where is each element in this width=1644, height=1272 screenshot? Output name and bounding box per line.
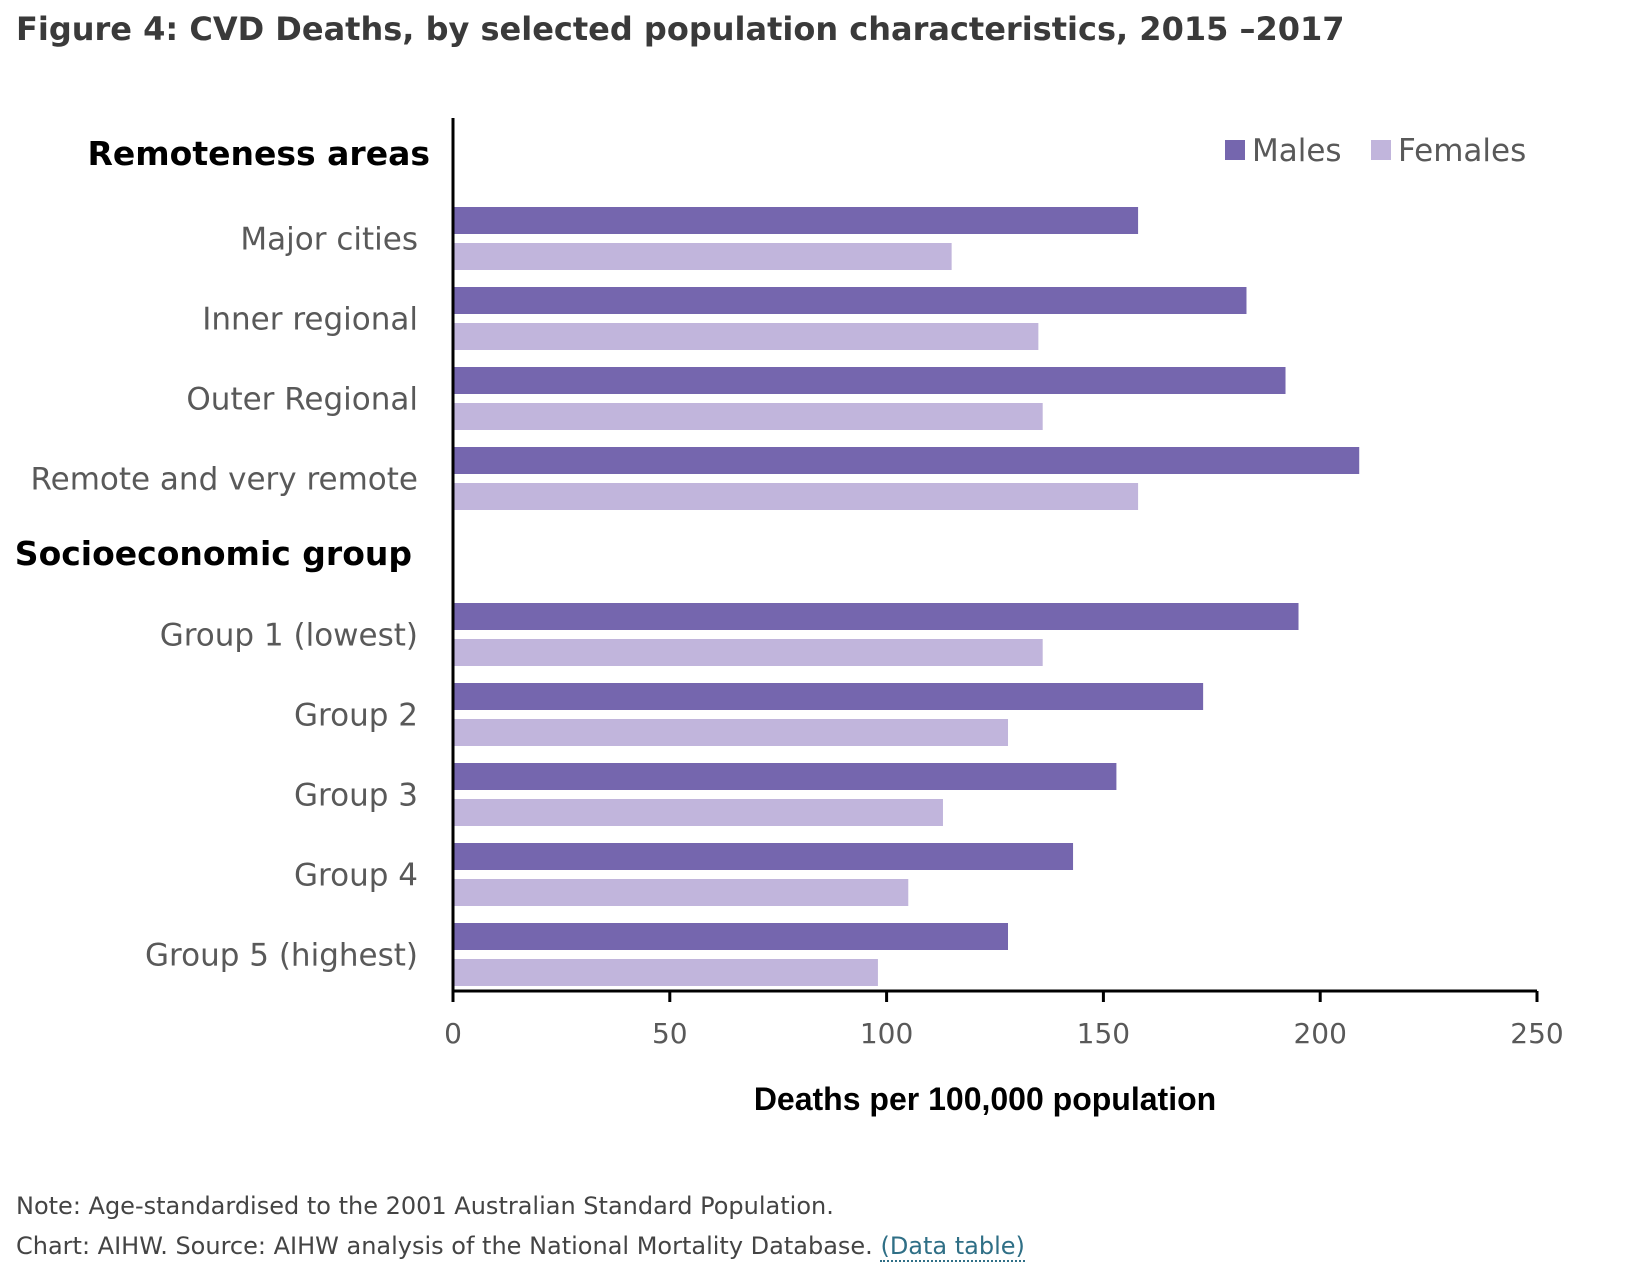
legend-swatch-females — [1371, 140, 1391, 160]
category-label: Remote and very remote — [30, 462, 418, 498]
bar-males-remote-and-very-remote — [453, 447, 1360, 474]
bar-females-outer-regional — [453, 403, 1043, 430]
category-label: Major cities — [240, 222, 418, 258]
bar-males-group-1-lowest — [453, 603, 1299, 630]
x-tick-label: 250 — [1510, 1017, 1563, 1050]
x-tick-label: 0 — [444, 1017, 462, 1050]
data-table-link[interactable]: (Data table) — [880, 1232, 1025, 1262]
bar-females-group-5-highest — [453, 959, 878, 986]
bar-males-inner-regional — [453, 287, 1247, 314]
bar-males-major-cities — [453, 207, 1139, 234]
source-text: Chart: AIHW. Source: AIHW analysis of th… — [16, 1232, 873, 1260]
bar-males-group-4 — [453, 843, 1074, 870]
chart-source: Chart: AIHW. Source: AIHW analysis of th… — [16, 1232, 1025, 1262]
legend-label-males: Males — [1252, 133, 1342, 169]
x-tick-label: 150 — [1077, 1017, 1130, 1050]
bar-males-group-5-highest — [453, 923, 1009, 950]
bar-females-major-cities — [453, 243, 952, 270]
category-label: Group 3 — [294, 778, 418, 814]
bar-males-outer-regional — [453, 367, 1286, 394]
category-label: Group 5 (highest) — [145, 938, 418, 974]
bar-females-group-2 — [453, 719, 1009, 746]
group-heading: Socioeconomic group — [15, 534, 412, 573]
category-label: Group 2 — [294, 698, 418, 734]
category-label: Inner regional — [202, 302, 418, 338]
bar-females-inner-regional — [453, 323, 1039, 350]
legend-label-females: Females — [1398, 133, 1526, 169]
bar-females-group-3 — [453, 799, 943, 826]
group-heading: Remoteness areas — [88, 134, 431, 173]
x-tick-label: 100 — [860, 1017, 913, 1050]
bar-females-group-4 — [453, 879, 909, 906]
x-tick-label: 50 — [652, 1017, 688, 1050]
category-label: Outer Regional — [186, 382, 418, 418]
bar-males-group-2 — [453, 683, 1204, 710]
bar-females-group-1-lowest — [453, 639, 1043, 666]
x-tick-label: 200 — [1293, 1017, 1346, 1050]
category-label: Group 4 — [294, 858, 418, 894]
chart-note: Note: Age-standardised to the 2001 Austr… — [16, 1192, 834, 1220]
bar-males-group-3 — [453, 763, 1117, 790]
bar-females-remote-and-very-remote — [453, 483, 1139, 510]
category-label: Group 1 (lowest) — [160, 618, 418, 654]
legend-swatch-males — [1225, 140, 1245, 160]
bar-chart: Remoteness areas Major cities Inner region… — [15, 118, 1564, 1117]
x-axis-title: Deaths per 100,000 population — [754, 1081, 1216, 1117]
figure-title: Figure 4: CVD Deaths, by selected popula… — [16, 10, 1345, 48]
